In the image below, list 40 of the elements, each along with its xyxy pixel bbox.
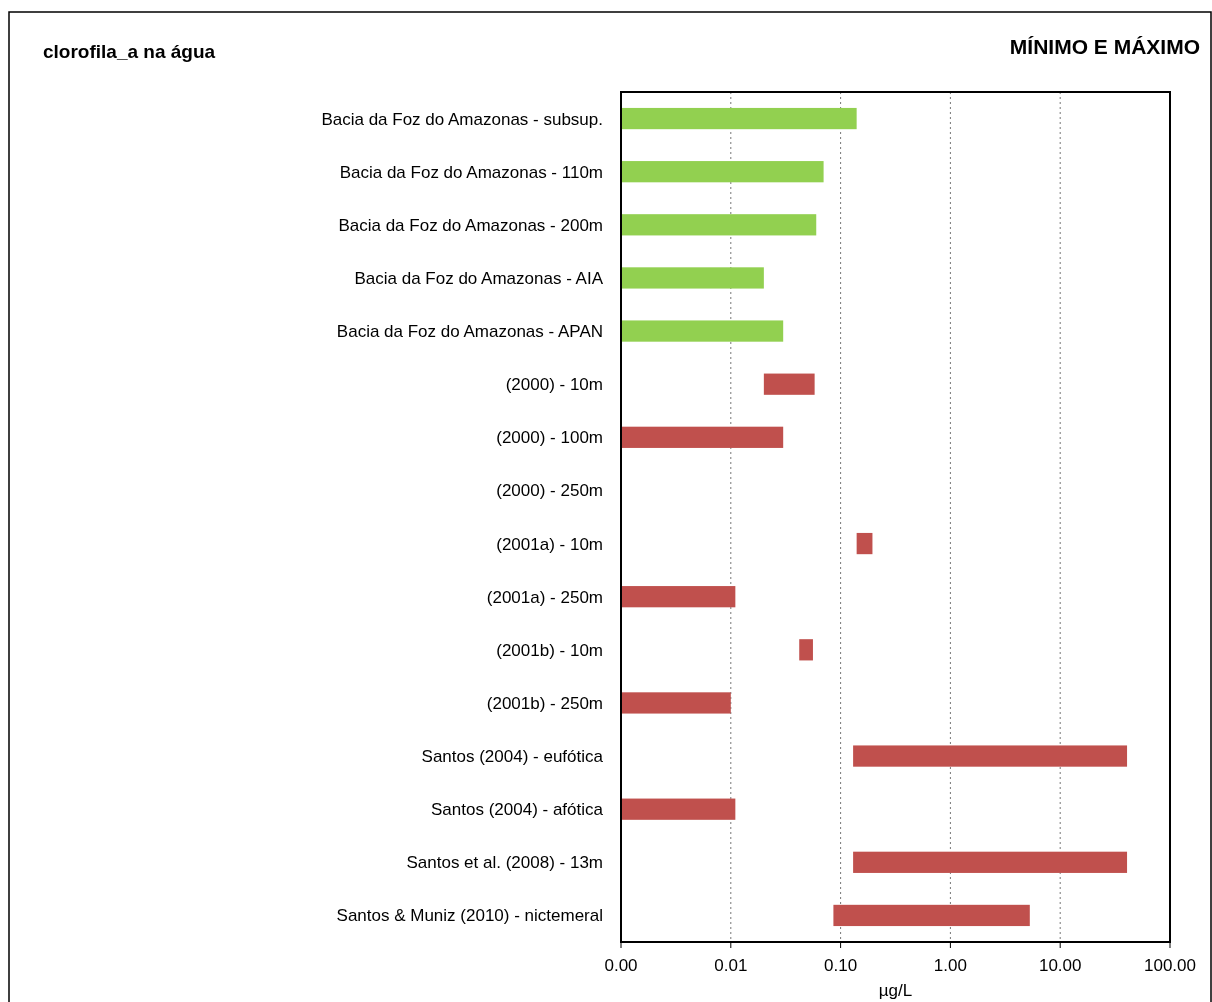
bar [763,373,815,395]
y-tick-label: (2000) - 100m [496,428,603,448]
x-tick-label: 10.00 [1038,956,1082,975]
y-tick-label: Santos (2004) - eufótica [421,747,604,767]
bar [621,692,731,714]
bar [621,798,736,820]
x-tick-label: 100.00 [1144,956,1196,975]
x-tick-label: 1.00 [933,956,967,975]
bar [621,214,817,236]
bar [856,532,873,555]
y-tick-label: (2001a) - 250m [486,587,603,607]
x-tick-label: 0.00 [604,956,638,975]
bar [621,426,784,448]
chart-subtitle: MÍNIMO E MÁXIMO [1009,35,1200,58]
bar [621,161,824,183]
y-tick-label: (2000) - 250m [496,481,603,501]
y-tick-label: (2001a) - 10m [496,534,603,554]
y-tick-label: Bacia da Foz do Amazonas - APAN [336,322,603,342]
y-tick-label: (2001b) - 10m [496,640,603,660]
x-tick-label: 0.01 [714,956,748,975]
y-tick-label: (2000) - 10m [505,375,603,395]
y-tick-label: Santos et al. (2008) - 13m [406,853,603,873]
bar [621,586,736,608]
bar [853,745,1128,767]
bar [833,904,1030,927]
y-tick-label: Bacia da Foz do Amazonas - 200m [338,215,603,235]
y-tick-label: Bacia da Foz do Amazonas - AIA [354,268,604,288]
bar [621,107,857,130]
y-tick-label: Santos (2004) - afótica [431,800,604,820]
y-tick-label: (2001b) - 250m [486,693,603,713]
bar [621,267,764,289]
bar [799,639,813,661]
y-tick-label: Bacia da Foz do Amazonas - subsup. [321,109,603,129]
x-tick-label: 0.10 [824,956,858,975]
bar [621,320,784,342]
bar [853,851,1128,873]
y-tick-label: Bacia da Foz do Amazonas - 110m [339,162,603,182]
y-tick-label: Santos & Muniz (2010) - nictemeral [336,906,603,926]
text: clorofila_a na água [43,41,216,62]
x-axis-title: µg/L [878,981,913,1000]
